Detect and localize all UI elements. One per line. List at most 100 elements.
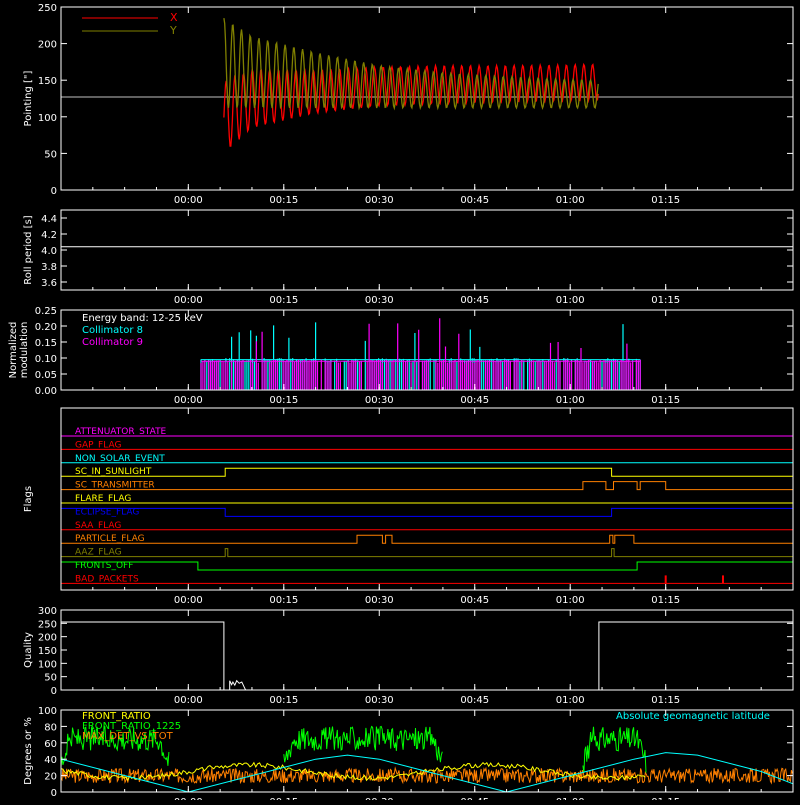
- roll-period-x-tick-label: 00:30: [365, 295, 394, 306]
- pointing-y-tick-label: 0: [51, 186, 57, 197]
- pointing-x-tick-label: 01:15: [651, 195, 680, 206]
- flag-label-sc_in_sunlight: SC_IN_SUNLIGHT: [75, 467, 152, 477]
- modulation-annotation: Energy band: 12-25 keV: [82, 313, 203, 324]
- ratios-legend-geomagnetic-latitude: Absolute geomagnetic latitude: [616, 711, 770, 722]
- flag-label-non_solar_event: NON_SOLAR_EVENT: [75, 454, 165, 464]
- ratios-y-tick-label: 0: [51, 788, 57, 799]
- pointing-y-tick-label: 100: [38, 113, 57, 124]
- modulation-x-tick-label: 01:00: [556, 395, 585, 406]
- ratios-legend-front-ratio-1225: FRONT_RATIO_1225: [82, 721, 181, 732]
- modulation-y-label-2: modulation: [19, 322, 30, 379]
- flag-label-particle_flag: PARTICLE_FLAG: [75, 534, 145, 544]
- flag-label-sc_transmitter: SC_TRANSMITTER: [75, 481, 155, 491]
- pointing-series-y: [223, 18, 599, 111]
- pointing-legend-label-y: Y: [169, 24, 177, 37]
- ratios-legend-front-ratio: FRONT_RATIO: [82, 711, 151, 722]
- pointing-x-tick-label: 00:45: [460, 195, 489, 206]
- modulation-y-tick-label: 0.05: [35, 370, 57, 381]
- pointing-x-tick-label: 00:00: [174, 195, 203, 206]
- ratios-y-tick-label: 60: [44, 739, 57, 750]
- modulation-series-8: [200, 322, 641, 390]
- modulation-y-tick-label: 0.00: [35, 386, 57, 397]
- modulation-x-tick-label: 00:30: [365, 395, 394, 406]
- flag-line-fronts_off: [60, 561, 794, 571]
- flag-label-saa_flag: SAA_FLAG: [75, 521, 121, 531]
- quality-y-tick-label: 300: [38, 606, 57, 617]
- pointing-legend-label-x: X: [170, 11, 178, 24]
- quality-y-tick-label: 0: [51, 686, 57, 697]
- roll-period-y-label: Roll period [s]: [23, 215, 34, 284]
- ratios-series-front-ratio: [60, 761, 646, 782]
- quality-y-tick-label: 50: [44, 673, 57, 684]
- flags-x-tick-label: 00:30: [365, 595, 394, 606]
- flags-frame: [60, 407, 794, 591]
- roll-period-x-tick-label: 00:45: [460, 295, 489, 306]
- ratios-series-max-det-vs-tot: [60, 766, 793, 785]
- roll-period-y-tick-label: 3.8: [41, 262, 57, 273]
- modulation-legend-9: Collimator 9: [82, 337, 143, 348]
- modulation-x-tick-label: 00:15: [269, 395, 298, 406]
- quality-x-tick-label: 01:15: [651, 695, 680, 706]
- roll-period-x-tick-label: 00:00: [174, 295, 203, 306]
- quality-y-label: Quality: [23, 632, 34, 668]
- ratios-series-front-ratio-1225: [283, 725, 443, 763]
- flags-y-label: Flags: [23, 486, 34, 512]
- quality-x-tick-label: 01:00: [556, 695, 585, 706]
- quality-y-tick-label: 150: [38, 646, 57, 657]
- pointing-series-x: [223, 62, 599, 147]
- flags-x-tick-label: 00:00: [174, 595, 203, 606]
- flag-label-aaz_flag: AAZ_FLAG: [75, 548, 122, 558]
- flags-x-tick-label: 00:45: [460, 595, 489, 606]
- ratios-series-geomagnetic-latitude: [60, 752, 794, 793]
- flag-label-fronts_off: FRONTS_OFF: [75, 561, 133, 571]
- quality-y-tick-label: 100: [38, 659, 57, 670]
- modulation-y-tick-label: 0.20: [35, 322, 57, 333]
- modulation-x-tick-label: 00:00: [174, 395, 203, 406]
- modulation-y-tick-label: 0.25: [35, 306, 57, 317]
- roll-period-x-tick-label: 01:15: [651, 295, 680, 306]
- quality-x-tick-label: 00:30: [365, 695, 394, 706]
- ratios-frame: [60, 709, 794, 793]
- modulation-x-tick-label: 00:45: [460, 395, 489, 406]
- quality-x-tick-label: 00:45: [460, 695, 489, 706]
- modulation-frame: [60, 309, 794, 391]
- flag-label-gap_flag: GAP_FLAG: [75, 440, 121, 450]
- ratios-series-front-ratio-1225: [582, 726, 647, 773]
- modulation-y-label: Normalized: [8, 322, 19, 379]
- modulation-legend-8: Collimator 8: [82, 325, 143, 336]
- flags-x-tick-label: 01:00: [556, 595, 585, 606]
- pointing-x-tick-label: 00:30: [365, 195, 394, 206]
- flag-line-sc_transmitter: [61, 481, 793, 491]
- modulation-x-tick-label: 01:15: [651, 395, 680, 406]
- ratios-y-tick-label: 20: [44, 772, 57, 783]
- quality-series: [61, 621, 793, 691]
- pointing-y-tick-label: 200: [38, 40, 57, 51]
- quality-y-tick-label: 200: [38, 633, 57, 644]
- roll-period-frame: [60, 209, 794, 291]
- modulation-y-tick-label: 0.15: [35, 338, 57, 349]
- ratios-y-tick-label: 40: [44, 755, 57, 766]
- ratios-y-tick-label: 80: [44, 722, 57, 733]
- flag-line-eclipse_flag: [60, 507, 794, 517]
- ratios-legend-max-det-vs-tot: MAX_DET_VS_TOT: [82, 731, 174, 742]
- flags-x-tick-label: 01:15: [651, 595, 680, 606]
- pointing-y-tick-label: 150: [38, 76, 57, 87]
- pointing-y-tick-label: 50: [44, 149, 57, 160]
- roll-period-x-tick-label: 00:15: [269, 295, 298, 306]
- flag-label-eclipse_flag: ECLIPSE_FLAG: [75, 507, 139, 517]
- roll-period-y-tick-label: 4.4: [41, 214, 57, 225]
- flag-label-attenuator_state: ATTENUATOR_STATE: [75, 427, 167, 437]
- ratios-series-front-ratio-1225: [60, 725, 170, 767]
- ratios-y-label: Degrees or %: [23, 717, 34, 785]
- pointing-y-tick-label: 250: [38, 3, 57, 14]
- flag-line-aaz_flag: [61, 548, 793, 558]
- ratios-y-tick-label: 100: [38, 706, 57, 717]
- roll-period-x-tick-label: 01:00: [556, 295, 585, 306]
- roll-period-y-tick-label: 4.0: [41, 246, 57, 257]
- flag-line-particle_flag: [61, 534, 793, 544]
- quality-x-tick-label: 00:00: [174, 695, 203, 706]
- flags-x-tick-label: 00:15: [269, 595, 298, 606]
- pointing-x-tick-label: 01:00: [556, 195, 585, 206]
